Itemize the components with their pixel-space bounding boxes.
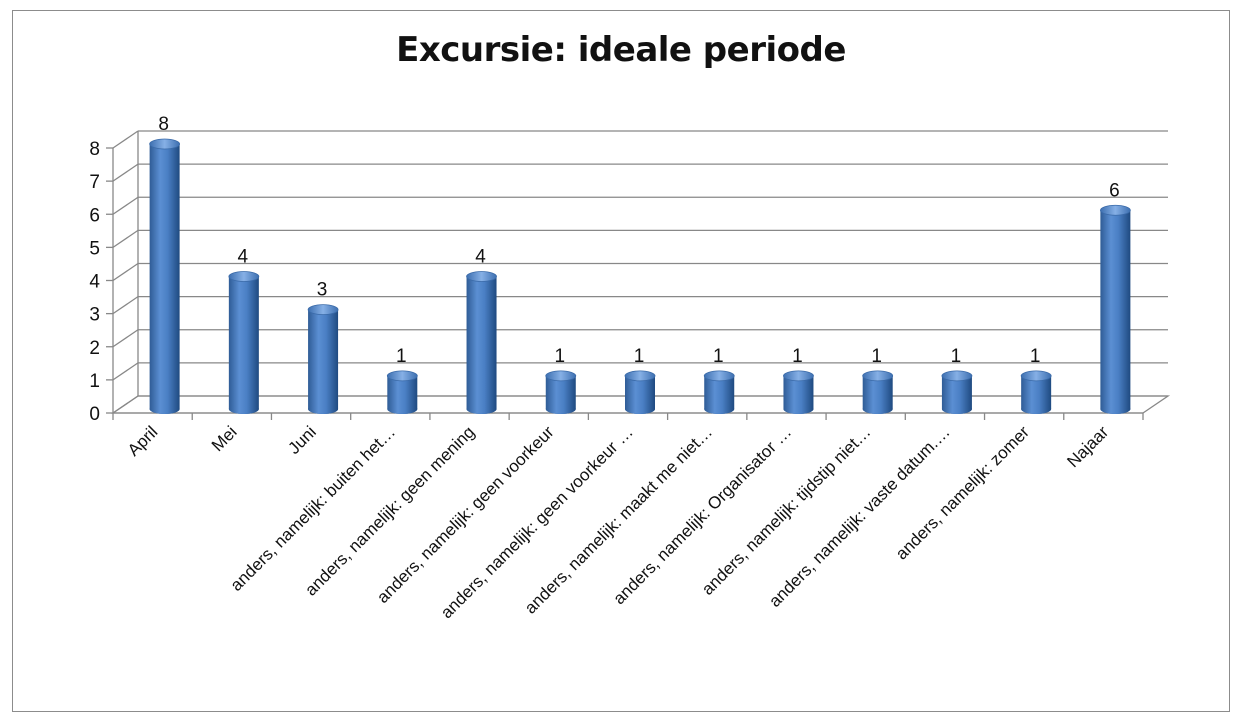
y-tick-label: 1 <box>89 371 100 392</box>
chart-title: Excursie: ideale periode <box>396 30 846 70</box>
bar-top <box>1020 370 1052 382</box>
y-tick-label: 8 <box>89 139 100 160</box>
y-tick-label: 4 <box>89 272 100 293</box>
y-tick-label: 5 <box>89 238 100 259</box>
data-label: 4 <box>475 247 486 268</box>
data-label: 1 <box>554 346 565 367</box>
gridline-side <box>112 229 139 248</box>
gridline-side <box>112 329 139 348</box>
bar-top <box>228 271 260 282</box>
bar-top <box>862 370 894 382</box>
x-category-label: Najaar <box>1063 422 1112 471</box>
bar-top <box>1099 204 1131 216</box>
bar-top <box>545 370 577 382</box>
bar <box>1021 375 1052 414</box>
bar-top <box>624 370 656 382</box>
bar-top <box>149 138 181 150</box>
gridline-side <box>112 163 139 182</box>
data-label: 1 <box>713 346 724 367</box>
x-category-label: Mei <box>208 422 241 455</box>
data-label: 1 <box>1030 346 1041 367</box>
data-label: 8 <box>158 114 169 135</box>
bar-top <box>386 370 418 382</box>
bar <box>704 375 735 414</box>
bar-top <box>941 370 973 382</box>
data-label: 1 <box>951 346 962 367</box>
bar <box>545 375 576 414</box>
data-label: 4 <box>238 247 249 268</box>
gridline-side <box>112 395 139 414</box>
data-label: 3 <box>317 280 328 301</box>
bar <box>941 375 972 414</box>
data-label: 1 <box>396 346 407 367</box>
y-tick-label: 2 <box>89 338 100 359</box>
x-category-label: anders, namelijk: tijdstip niet… <box>698 422 874 598</box>
data-label: 6 <box>1109 180 1120 201</box>
bar <box>466 276 497 414</box>
chart-frame <box>12 10 1230 712</box>
data-label: 1 <box>792 346 803 367</box>
bar <box>308 309 339 414</box>
data-label: 1 <box>634 346 645 367</box>
gridline-side <box>112 196 139 215</box>
bar-top <box>466 271 497 282</box>
gridline-side <box>112 130 139 149</box>
y-tick-label: 0 <box>89 404 100 425</box>
x-category-label: April <box>124 422 161 459</box>
x-category-label: anders, namelijk: zomer <box>892 422 1033 563</box>
gridline-side <box>112 296 139 315</box>
bar <box>387 375 418 414</box>
gridline-side <box>112 262 139 282</box>
y-tick-label: 6 <box>89 205 100 226</box>
x-category-label: anders, namelijk: buiten het… <box>227 422 399 594</box>
bar <box>1100 210 1131 414</box>
bar-top <box>783 370 814 382</box>
y-tick-label: 3 <box>89 305 100 326</box>
bar <box>625 375 655 414</box>
y-tick-label: 7 <box>89 172 100 193</box>
gridline-side <box>112 362 139 381</box>
bar <box>228 276 259 414</box>
bar <box>862 375 893 414</box>
bar <box>149 144 180 414</box>
bar-top <box>703 370 735 382</box>
bar <box>783 375 814 414</box>
x-category-label: anders, namelijk: geen mening <box>301 422 478 599</box>
x-category-label: Juni <box>284 422 319 457</box>
bar-top <box>307 304 339 316</box>
data-label: 1 <box>871 346 882 367</box>
